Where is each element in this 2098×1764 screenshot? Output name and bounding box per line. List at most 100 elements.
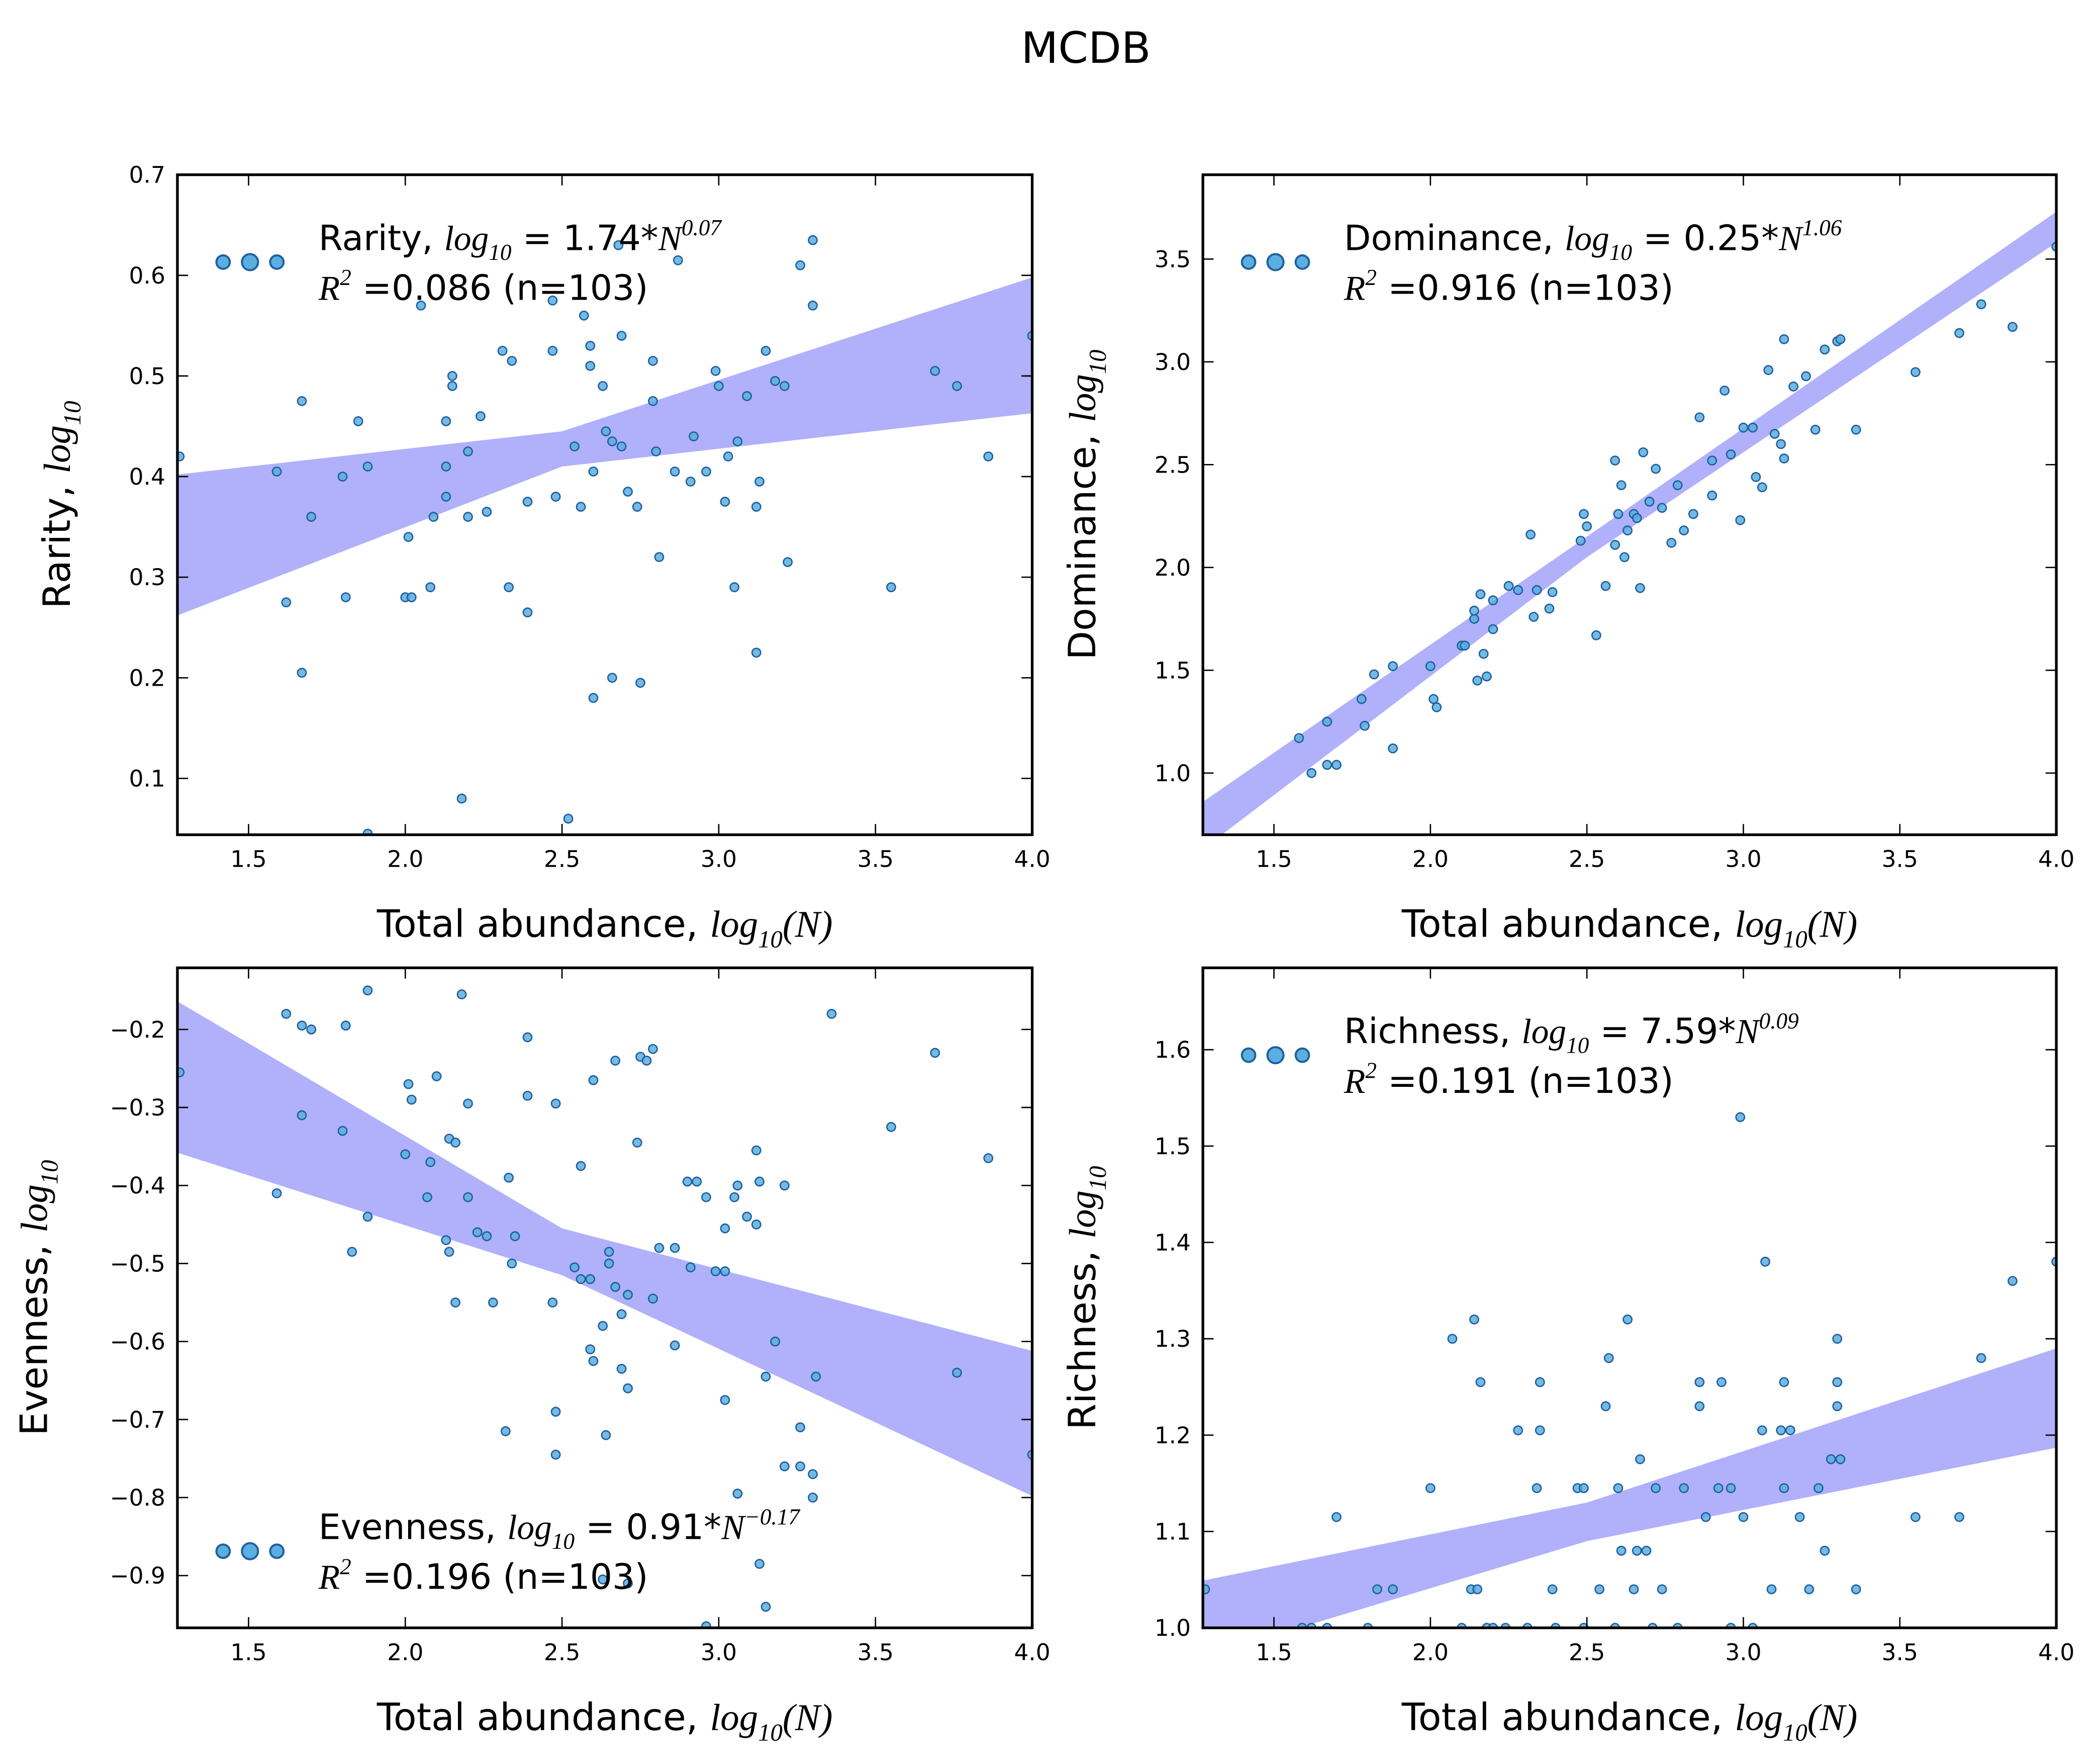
x-axis-label-part: Total abundance, — [1401, 1695, 1735, 1739]
x-tick-label: 2.5 — [544, 1639, 580, 1665]
x-tick-label: 1.5 — [1256, 1639, 1292, 1665]
scatter-point — [826, 1008, 837, 1019]
y-tick-label: 1.6 — [1155, 1037, 1191, 1063]
scatter-point — [720, 497, 730, 507]
scatter-point — [403, 532, 414, 542]
plot-frame — [1201, 966, 2058, 1629]
scatter-point — [1694, 412, 1705, 423]
x-tick-label: 3.0 — [1725, 846, 1761, 873]
scatter-point — [585, 360, 596, 371]
y-tick-label: 1.3 — [1155, 1326, 1191, 1352]
scatter-point — [1610, 539, 1620, 550]
scatter-point — [710, 1266, 721, 1276]
scatter-point — [403, 1079, 414, 1089]
scatter-point — [504, 1172, 514, 1183]
y-axis-label-part: 10 — [1084, 1166, 1111, 1190]
y-tick-label: 2.0 — [1155, 554, 1191, 581]
scatter-point — [1613, 509, 1624, 519]
y-tick-label: 1.5 — [1155, 657, 1191, 684]
scatter-point — [297, 1110, 307, 1121]
scatter-point — [795, 1461, 805, 1471]
scatter-point — [720, 1266, 730, 1276]
scatter-point — [463, 1192, 473, 1202]
scatter-point — [732, 1180, 743, 1191]
scatter-point — [1851, 1584, 1861, 1595]
scatter-point — [1779, 453, 1789, 463]
scatter-point — [588, 467, 599, 477]
x-axis-label-part: 10 — [1783, 1719, 1807, 1746]
legend-label-part: −0.17 — [744, 1504, 801, 1529]
scatter-point — [1976, 299, 1986, 310]
scatter-point — [1779, 334, 1789, 344]
legend-label: Rarity, log10 = 1.74*N0.07 — [319, 215, 723, 265]
scatter-point — [720, 1223, 730, 1234]
scatter-point — [1794, 1512, 1805, 1522]
scatter-point — [1735, 1112, 1746, 1123]
legend-label-part: N — [721, 1509, 746, 1547]
y-tick-label: 1.2 — [1155, 1422, 1191, 1449]
scatter-point — [1976, 1353, 1986, 1363]
scatter-point — [1532, 1483, 1542, 1494]
y-axis-label-part: Richness, — [1061, 1239, 1104, 1430]
scatter-point — [1478, 648, 1489, 659]
scatter-point — [507, 355, 517, 366]
scatter-point — [1591, 630, 1601, 640]
scatter-point — [1513, 1425, 1523, 1436]
scatter-point — [648, 1293, 658, 1304]
x-tick-label: 3.0 — [701, 1639, 737, 1665]
legend-label: Dominance, log10 = 0.25*N1.06 — [1344, 215, 1842, 265]
scatter-point — [601, 1430, 611, 1440]
scatter-point — [1635, 1454, 1645, 1464]
scatter-point — [1388, 661, 1398, 672]
x-axis-label-part: 10 — [758, 1719, 783, 1746]
scatter-point — [795, 1422, 805, 1433]
x-axis-label: Total abundance, log10(N) — [1401, 1695, 1858, 1746]
scatter-point — [431, 1071, 442, 1081]
x-tick-label: 2.0 — [1412, 1639, 1449, 1665]
scatter-point — [1594, 1584, 1604, 1595]
scatter-point — [670, 1340, 680, 1351]
scatter-point — [1666, 537, 1677, 548]
scatter-point — [1322, 760, 1332, 770]
scatter-point — [547, 295, 558, 306]
legend-label-part: 10 — [552, 1529, 575, 1554]
scatter-point — [1513, 585, 1523, 595]
scatter-point — [576, 502, 586, 512]
scatter-point — [1469, 1314, 1479, 1325]
scatter-point — [1360, 720, 1370, 731]
scatter-point — [701, 1621, 711, 1628]
y-axis-label: Rarity, log10 — [35, 401, 86, 608]
scatter-point — [742, 391, 752, 401]
scatter-point — [732, 1489, 743, 1499]
x-axis-label-part: (N) — [783, 904, 833, 946]
scatter-point — [463, 512, 473, 522]
x-axis-label-part: Total abundance, — [376, 1695, 710, 1739]
scatter-point — [1638, 447, 1649, 457]
scatter-point — [1757, 482, 1767, 493]
scatter-point — [598, 1321, 608, 1331]
scatter-point — [1616, 480, 1627, 491]
scatter-point — [670, 467, 680, 477]
scatter-point — [604, 1258, 614, 1269]
scatter-point — [723, 451, 733, 461]
scatter-point — [1544, 603, 1555, 614]
scatter-point — [952, 1367, 962, 1378]
scatter-point — [780, 1461, 790, 1471]
scatter-point — [1851, 424, 1861, 435]
scatter-point — [1832, 1401, 1843, 1412]
scatter-point — [808, 235, 818, 245]
scatter-point — [886, 1122, 896, 1132]
legend-label-part: 1.06 — [1802, 215, 1842, 240]
x-tick-label: 4.0 — [2038, 1639, 2074, 1665]
scatter-point — [1788, 381, 1798, 392]
scatter-point — [1610, 455, 1620, 466]
scatter-point — [701, 467, 711, 477]
scatter-point — [1306, 768, 1317, 778]
scatter-point — [1820, 1545, 1830, 1556]
scatter-point — [1814, 1483, 1824, 1494]
scatter-point — [1804, 1584, 1815, 1595]
scatter-point — [1475, 589, 1486, 599]
scatter-point — [1575, 535, 1586, 546]
y-tick-label: 0.6 — [129, 262, 165, 289]
scatter-point — [1763, 365, 1774, 376]
